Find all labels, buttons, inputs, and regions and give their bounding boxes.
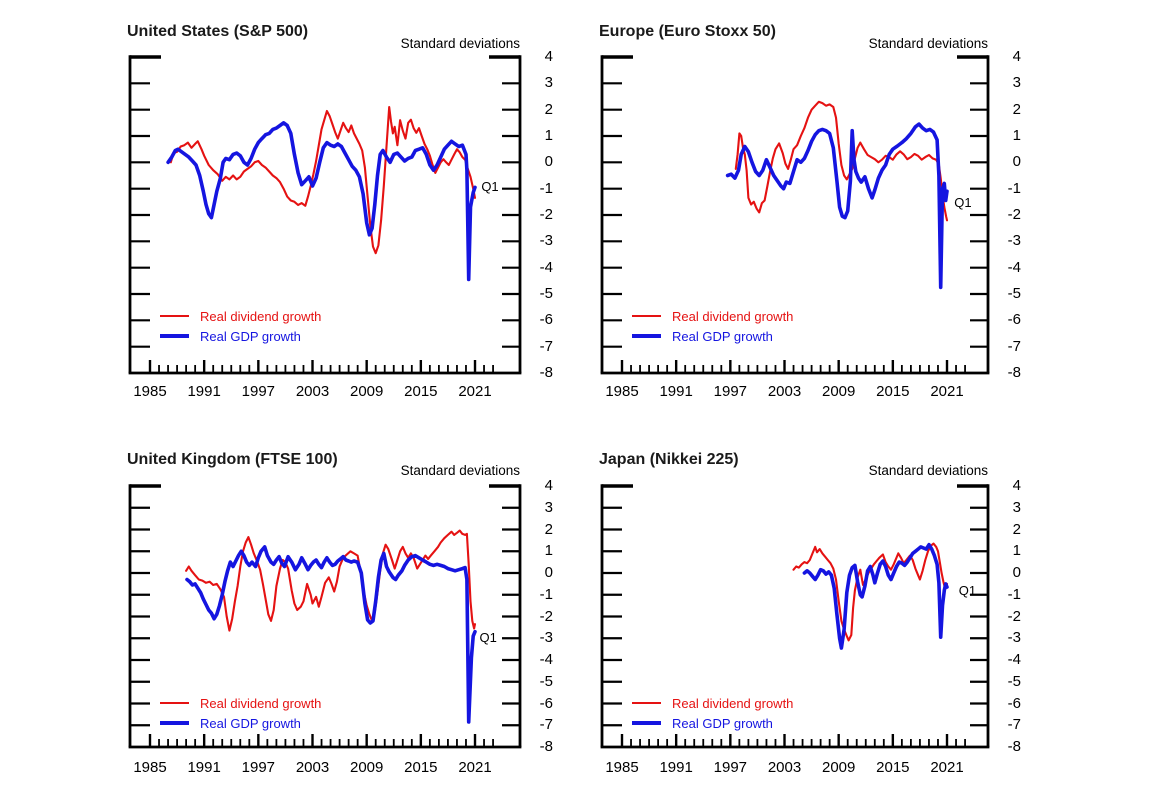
- y-axis-label: -8: [539, 364, 553, 381]
- y-axis-label: -4: [1007, 651, 1021, 668]
- y-axis-label: -3: [1007, 232, 1021, 250]
- y-axis-label: -7: [539, 337, 553, 355]
- y-axis-label: 3: [544, 498, 553, 516]
- panel-chart-japan: [600, 484, 990, 749]
- y-axis-label: 0: [544, 153, 553, 171]
- x-axis-label: 2009: [821, 759, 856, 776]
- series-gdp-united-kingdom: [185, 545, 477, 724]
- y-axis-label: 0: [1012, 564, 1021, 581]
- y-axis-label: -6: [539, 694, 553, 712]
- y-axis-label: -7: [539, 716, 553, 734]
- y-axis-label: -3: [539, 232, 553, 250]
- y-axis-label: -4: [539, 258, 553, 276]
- y-axis-label: -7: [1007, 716, 1021, 734]
- y-axis-label: -2: [1007, 607, 1021, 625]
- y-axis-label: -8: [1007, 364, 1021, 381]
- y-axis-label: 2: [1012, 520, 1021, 538]
- y-axis-label: -4: [1007, 258, 1021, 276]
- y-axis-label: -6: [539, 311, 553, 329]
- series-gdp-united-states: [166, 121, 477, 282]
- y-axis-label: 2: [544, 520, 553, 538]
- y-axis-label: 0: [544, 564, 553, 581]
- series-dividend-japan: [792, 542, 949, 642]
- y-axis-label: -3: [1007, 629, 1021, 647]
- x-axis-label: 1985: [133, 383, 167, 400]
- y-axis-label: -4: [539, 651, 553, 668]
- series-dividend-europe: [734, 100, 949, 222]
- series-gdp-japan: [802, 542, 949, 650]
- x-axis-label: 2009: [821, 383, 856, 400]
- y-axis-label: 4: [544, 477, 553, 494]
- x-axis-label: 2021: [458, 383, 492, 400]
- x-axis-label: 1985: [605, 759, 639, 776]
- y-axis-label: 1: [1012, 127, 1021, 144]
- x-axis-label: 2021: [930, 383, 964, 400]
- y-axis-label: -1: [1007, 585, 1021, 603]
- y-axis-label: 4: [544, 48, 553, 65]
- x-axis-label: 1997: [241, 759, 276, 776]
- x-axis-label: 2003: [295, 383, 330, 400]
- x-axis-label: 1985: [605, 383, 639, 400]
- y-axis-label: 1: [544, 542, 553, 560]
- x-axis-label: 1991: [659, 383, 693, 400]
- y-axis-label: -8: [1007, 738, 1021, 755]
- x-axis-label: 1997: [241, 383, 276, 400]
- y-axis-label: -2: [539, 607, 553, 625]
- series-dividend-united-kingdom: [185, 529, 477, 632]
- x-axis-label: 1991: [659, 759, 693, 776]
- x-axis-label: 2015: [404, 759, 438, 776]
- x-axis-label: 1991: [187, 383, 221, 400]
- y-axis-label: -3: [539, 629, 553, 647]
- panel-chart-united-states: [128, 55, 522, 375]
- x-axis-label: 1997: [713, 759, 748, 776]
- y-axis-label: -6: [1007, 694, 1021, 712]
- x-axis-label: 2003: [767, 383, 802, 400]
- y-axis-label: 0: [1012, 153, 1021, 171]
- y-axis-label: -7: [1007, 337, 1021, 355]
- y-axis-label: 1: [544, 127, 553, 144]
- y-axis-label: -1: [539, 179, 553, 197]
- y-axis-label: -8: [539, 738, 553, 755]
- panel-chart-united-kingdom: [128, 484, 522, 749]
- y-axis-label: 3: [1012, 498, 1021, 516]
- panel-chart-europe: [600, 55, 990, 375]
- x-axis-label: 2009: [349, 383, 384, 400]
- y-axis-label: 3: [544, 74, 553, 92]
- y-axis-label: -2: [539, 206, 553, 223]
- y-axis-label: 2: [1012, 100, 1021, 118]
- x-axis-label: 2021: [930, 759, 964, 776]
- x-axis-label: 1991: [187, 759, 221, 776]
- y-axis-label: -1: [1007, 179, 1021, 197]
- x-axis-label: 2009: [349, 759, 384, 776]
- x-axis-label: 1997: [713, 383, 748, 400]
- y-axis-label: -1: [539, 585, 553, 603]
- y-axis-label: -5: [1007, 285, 1021, 302]
- series-gdp-europe: [725, 122, 949, 290]
- x-axis-label: 2015: [876, 759, 910, 776]
- x-axis-label: 2021: [458, 759, 492, 776]
- series-dividend-united-states: [169, 105, 477, 255]
- x-axis-label: 1985: [133, 759, 167, 776]
- x-axis-label: 2015: [404, 383, 438, 400]
- y-axis-label: -5: [539, 672, 553, 690]
- y-axis-label: -6: [1007, 311, 1021, 329]
- y-axis-label: -5: [1007, 672, 1021, 690]
- y-axis-label: 3: [1012, 74, 1021, 92]
- y-axis-label: 4: [1012, 477, 1021, 494]
- x-axis-label: 2003: [767, 759, 802, 776]
- y-axis-label: 4: [1012, 48, 1021, 65]
- y-axis-label: 2: [544, 100, 553, 118]
- x-axis-label: 2003: [295, 759, 330, 776]
- x-axis-label: 2015: [876, 383, 910, 400]
- y-axis-label: -2: [1007, 206, 1021, 223]
- y-axis-label: 1: [1012, 542, 1021, 560]
- y-axis-label: -5: [539, 285, 553, 302]
